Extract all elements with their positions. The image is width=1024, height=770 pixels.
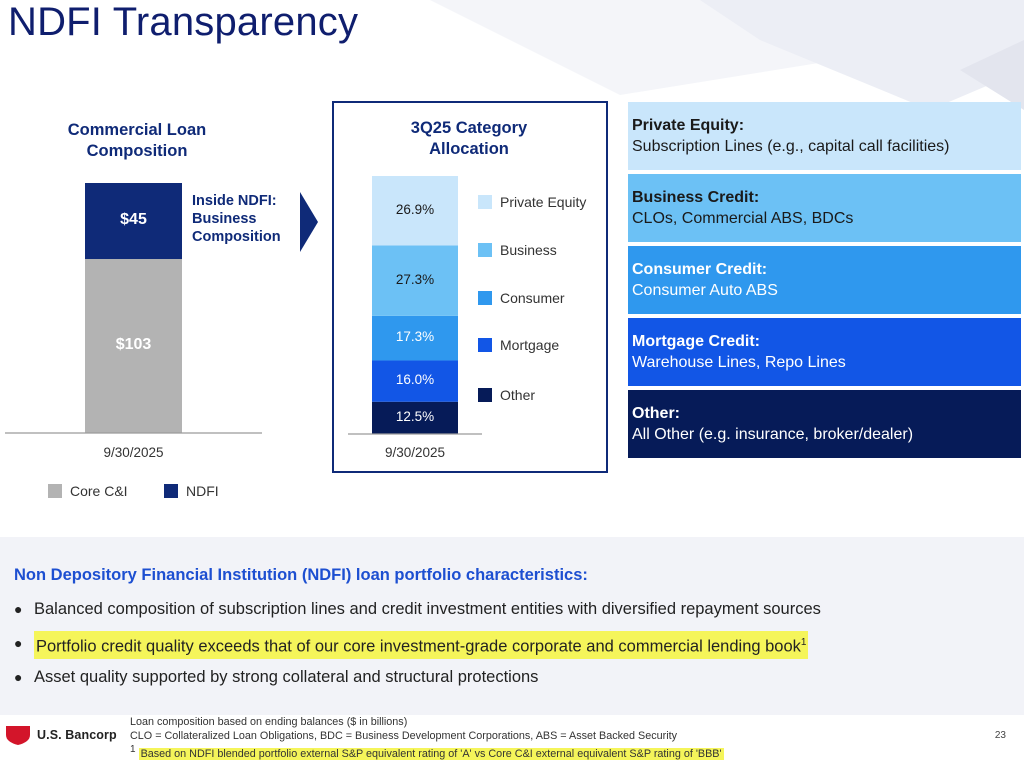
bar-label-core: $103 [115, 336, 152, 353]
legend-private-equity: Private Equity [478, 194, 586, 210]
footnote-line-highlighted: 1 Based on NDFI blended portfolio extern… [130, 744, 724, 760]
category-heading: Private Equity: [632, 117, 745, 134]
footnote-line: Loan composition based on ending balance… [130, 716, 408, 728]
legend-mortgage: Mortgage [478, 337, 559, 353]
legend-label-core: Core C&I [70, 483, 128, 499]
legend-consumer: Consumer [478, 290, 565, 306]
legend-swatch-mortgage [478, 338, 492, 352]
legend-swatch-core [48, 484, 62, 498]
legend-label-business: Business [500, 242, 557, 258]
legend-ndfi: NDFI [164, 483, 219, 499]
bar-segment-private-equity [372, 176, 458, 246]
category-heading: Other: [632, 405, 680, 422]
category-heading: Consumer Credit: [632, 261, 768, 278]
category-consumer-credit: Consumer Credit: Consumer Auto ABS [628, 246, 1021, 314]
bullet-text: Asset quality supported by strong collat… [34, 668, 539, 686]
legend-label-other: Other [500, 387, 536, 403]
category-business-credit: Business Credit: CLOs, Commercial ABS, B… [628, 174, 1021, 242]
legend-label-consumer: Consumer [500, 290, 565, 306]
bar-segment-mortgage [372, 360, 458, 402]
footnote-line: CLO = Collateralized Loan Obligations, B… [130, 729, 678, 742]
category-detail: CLOs, Commercial ABS, BDCs [632, 210, 854, 227]
legend-label-private-equity: Private Equity [500, 194, 587, 210]
list-item: ● Asset quality supported by strong colla… [14, 665, 821, 699]
bar-segment-other [372, 401, 458, 434]
data-label-private-equity: 26.9% [395, 201, 435, 217]
category-private-equity: Private Equity: Subscription Lines (e.g.… [628, 102, 1021, 170]
data-label-consumer: 17.3% [395, 329, 435, 345]
bar-segment-consumer [372, 315, 458, 361]
characteristics-panel [0, 537, 1024, 715]
company-logo: U.S. Bancorp [5, 724, 117, 746]
inside-ndfi-annotation: Inside NDFI: Business Composition [192, 193, 281, 245]
characteristics-title: Non Depository Financial Institution (ND… [14, 566, 588, 584]
legend-swatch-consumer [478, 291, 492, 305]
category-mortgage-credit: Mortgage Credit: Warehouse Lines, Repo L… [628, 318, 1021, 386]
legend-swatch-ndfi [164, 484, 178, 498]
category-heading: Business Credit: [632, 189, 760, 206]
bar-segment-business [372, 245, 458, 316]
legend-label-mortgage: Mortgage [500, 337, 560, 353]
legend-swatch-other [478, 388, 492, 402]
commercial-loan-chart [5, 183, 262, 434]
arrow-right-icon [300, 192, 318, 252]
chart-title-category-allocation: 3Q25 Category Allocation [410, 119, 528, 158]
legend-business: Business [478, 242, 557, 258]
page-title: NDFI Transparency [8, 0, 359, 44]
footnote-mark: 1 [800, 637, 807, 648]
logo-text: U.S. Bancorp [37, 728, 117, 742]
page-number: 23 [994, 730, 1006, 741]
legend-swatch-private-equity [478, 195, 492, 209]
footnotes: Loan composition based on ending balance… [130, 716, 724, 761]
legend-core-ci: Core C&I [48, 483, 128, 499]
list-item: ● Portfolio credit quality exceeds that o… [14, 631, 821, 665]
legend-other: Other [478, 387, 535, 403]
category-heading: Mortgage Credit: [632, 333, 760, 350]
bullet-text: Balanced composition of subscription lin… [34, 600, 821, 618]
category-other: Other: All Other (e.g. insurance, broker… [628, 390, 1021, 458]
bar-segment-ndfi [85, 183, 182, 260]
category-detail: Consumer Auto ABS [632, 282, 778, 299]
characteristics-list: ● Balanced composition of subscription li… [14, 597, 821, 699]
shield-logo-icon [6, 726, 30, 745]
chart-title-commercial-loan: Commercial Loan Composition [67, 121, 207, 160]
data-label-other: 12.5% [395, 408, 435, 424]
data-label-business: 27.3% [395, 271, 435, 287]
list-item: ● Balanced composition of subscription li… [14, 597, 821, 631]
category-detail: Warehouse Lines, Repo Lines [632, 354, 846, 371]
bullet-text-highlighted: Portfolio credit quality exceeds that of… [34, 631, 809, 659]
legend-label-ndfi: NDFI [186, 483, 219, 499]
data-label-mortgage: 16.0% [395, 372, 435, 388]
bar-segment-core-c-i [85, 259, 182, 433]
x-tick-label: 9/30/2025 [103, 445, 164, 460]
category-allocation-chart [348, 176, 482, 435]
category-detail: All Other (e.g. insurance, broker/dealer… [632, 426, 914, 443]
legend-swatch-business [478, 243, 492, 257]
bar-label-ndfi: $45 [120, 211, 147, 228]
x-tick-label-alloc: 9/30/2025 [384, 445, 446, 460]
category-detail: Subscription Lines (e.g., capital call f… [632, 138, 950, 155]
